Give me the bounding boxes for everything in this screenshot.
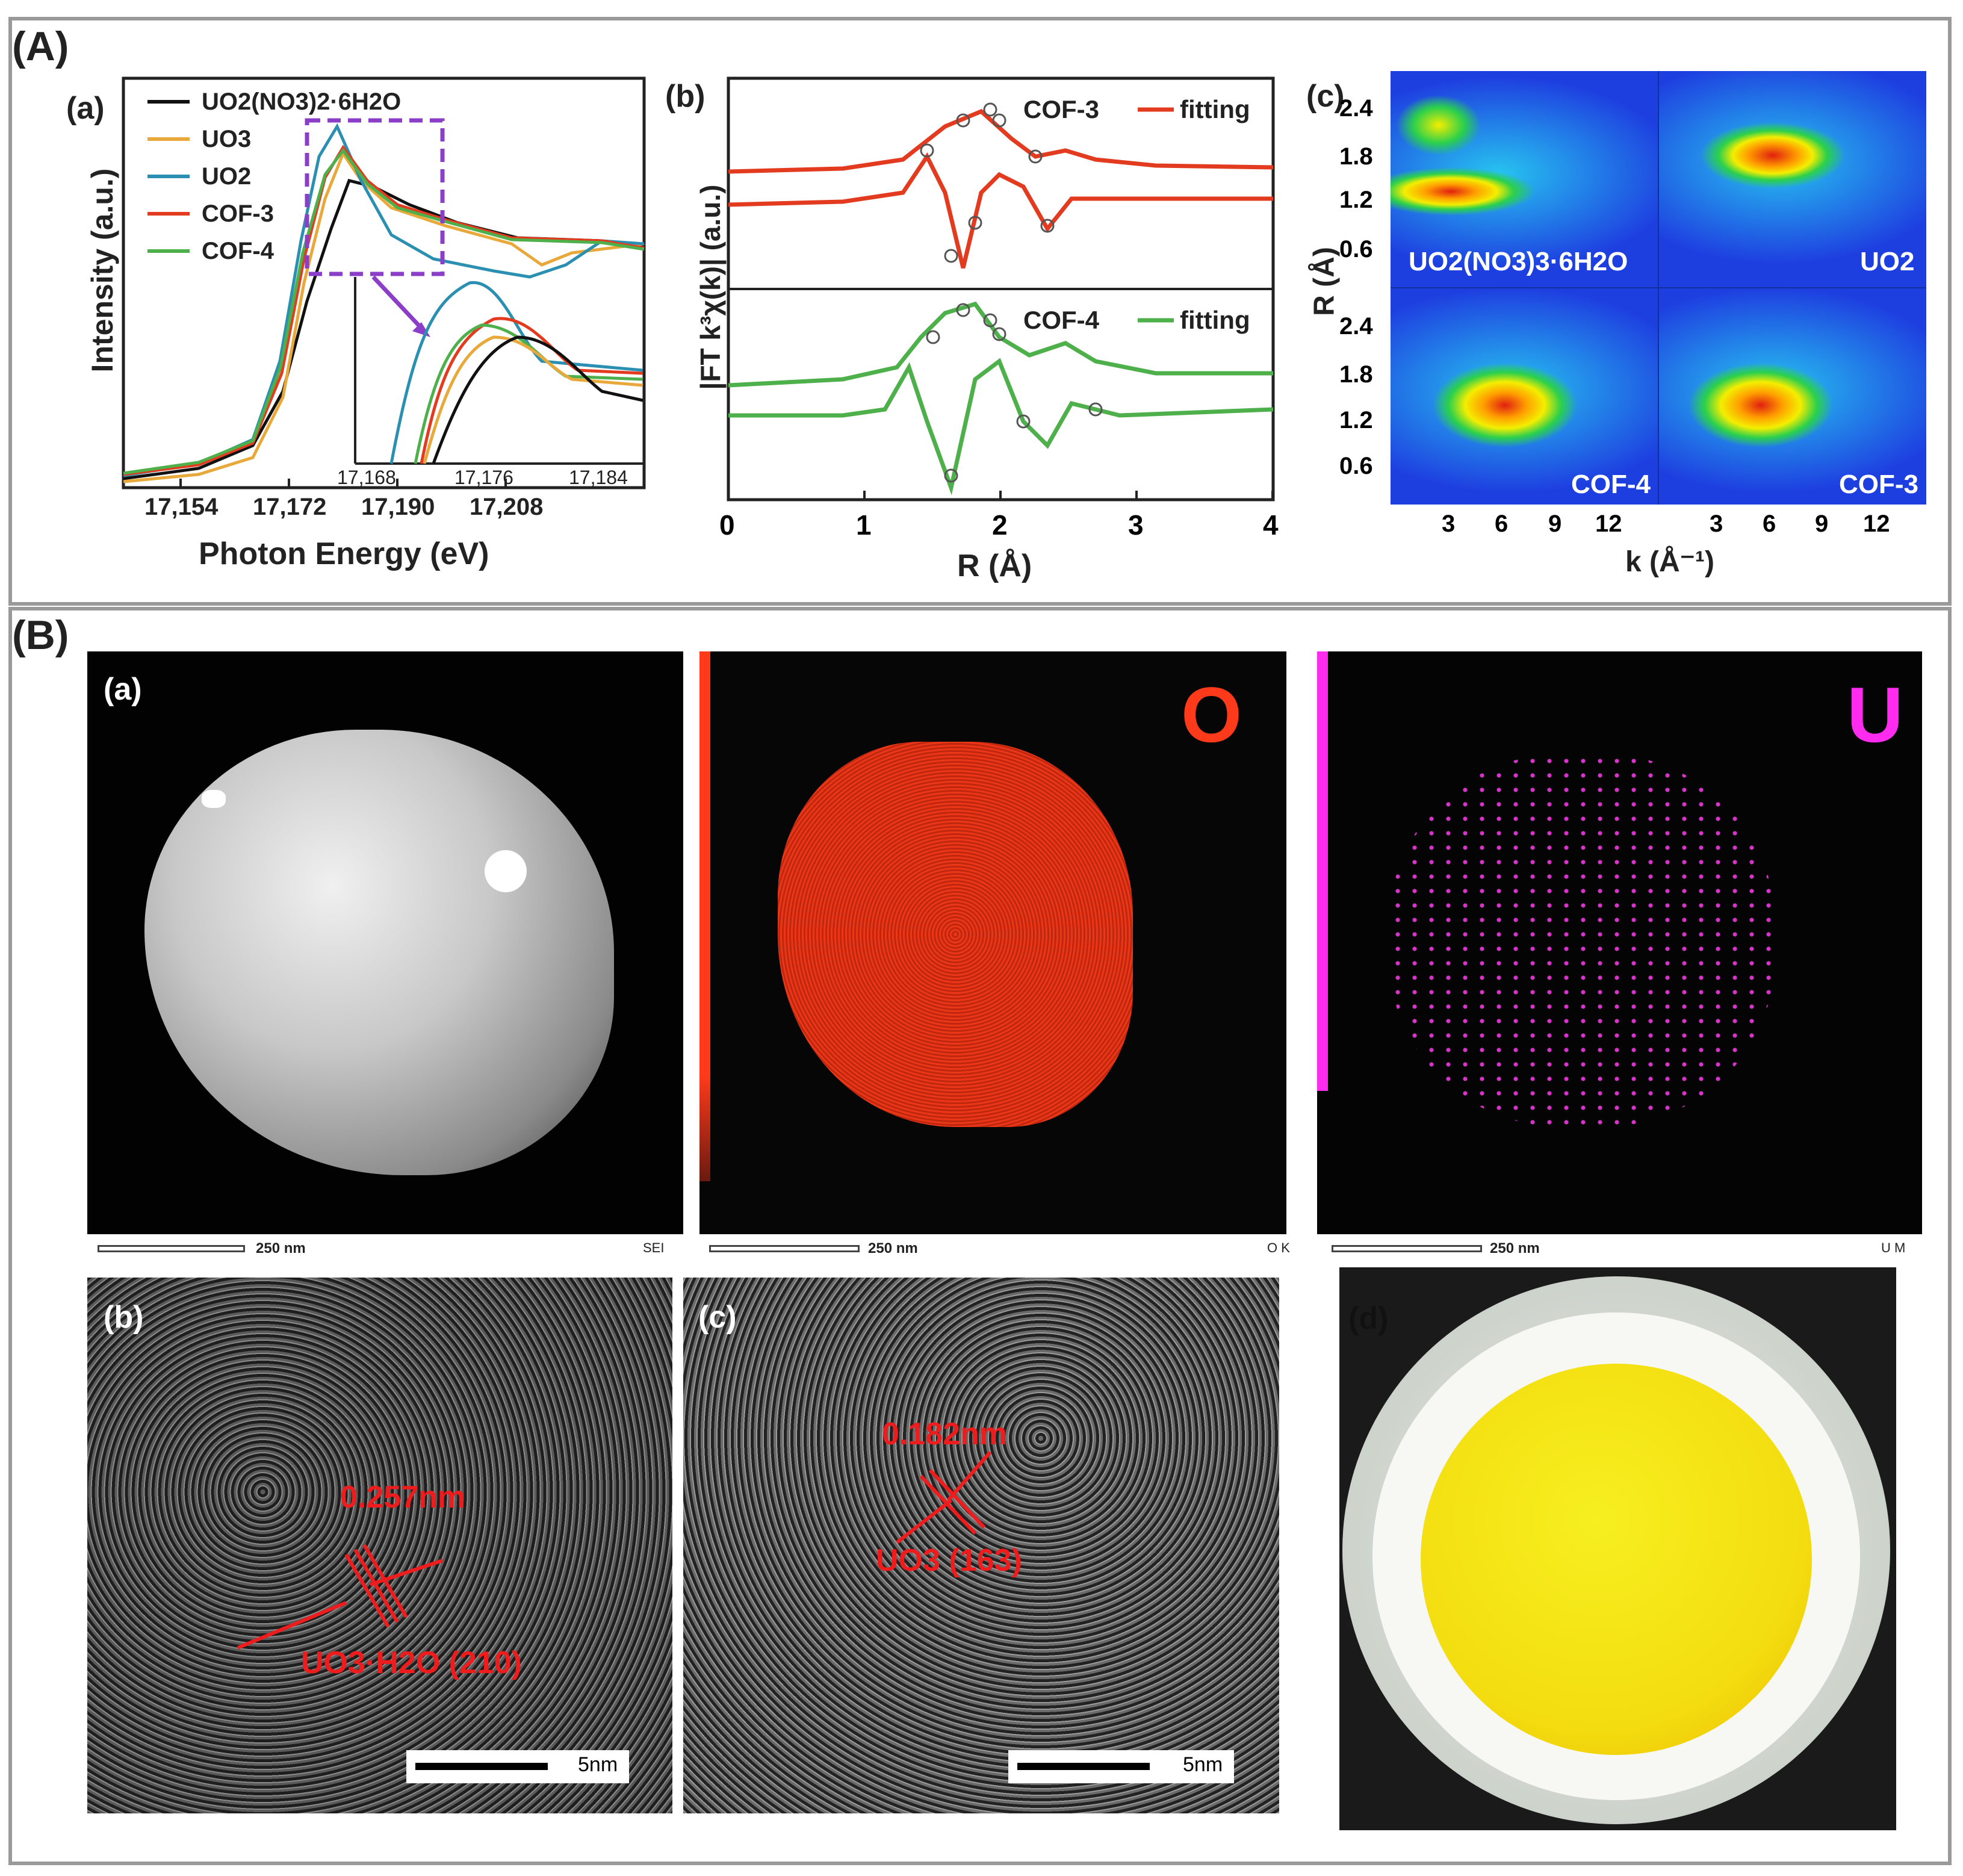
- ft-tick-4: 4: [1263, 509, 1279, 541]
- wt-label-1: UO2(NO3)3·6H2O: [1409, 247, 1628, 276]
- ft-plot: [727, 76, 1275, 502]
- legend-uo2: UO2: [202, 163, 252, 190]
- legend-cof4: COF-4: [202, 237, 274, 264]
- frame-B: [8, 607, 1952, 1865]
- wt-y8: 0.6: [1339, 453, 1373, 479]
- hrtem-b-d: 0.257nm: [340, 1480, 466, 1515]
- wt-cell-3: [1391, 288, 1658, 505]
- wt-y7: 1.2: [1339, 407, 1373, 433]
- wt-cell-2: [1658, 71, 1926, 288]
- xanes-plot: [122, 76, 646, 489]
- wt-xlabel: k (Å⁻¹): [1625, 546, 1714, 578]
- xanes-tick-1: 17,154: [144, 494, 219, 520]
- scale-o: 250 nm: [868, 1240, 918, 1256]
- scale-sem: 250 nm: [256, 1240, 306, 1256]
- hrtem-c-d: 0.182nm: [882, 1417, 1008, 1452]
- xanes-tick-2: 17,172: [253, 494, 327, 520]
- panel-Bc-label: (c): [698, 1300, 737, 1335]
- inset-tick-2: 17,176: [454, 467, 513, 488]
- panel-b-label: (b): [665, 79, 706, 114]
- wt-y2: 1.8: [1339, 143, 1373, 170]
- wt-x3: 9: [1548, 511, 1562, 537]
- panel-a-label: (a): [66, 91, 105, 126]
- scale-u: 250 nm: [1490, 1240, 1540, 1256]
- label-A: (A): [12, 23, 69, 69]
- wt-x5: 3: [1710, 511, 1723, 537]
- wt-label-3: COF-4: [1571, 470, 1651, 499]
- ft-tick-3: 3: [1128, 509, 1144, 541]
- ft-legend-fit3: fitting: [1180, 95, 1250, 123]
- curve-cof3: [123, 144, 645, 476]
- wt-y4: 0.6: [1339, 236, 1373, 262]
- legend-uo2no3: UO2(NO3)2·6H2O: [202, 88, 402, 115]
- roi-box: [305, 118, 445, 276]
- u-map: U: [1317, 651, 1922, 1234]
- curve-cof4: [123, 148, 645, 475]
- ft-tick-1: 1: [856, 509, 872, 541]
- ft-ylabel: |FT k³χ(k)| (a.u.): [695, 184, 726, 390]
- photo-dish: [1339, 1267, 1896, 1830]
- wt-y5: 2.4: [1339, 313, 1373, 340]
- tag-ok: O K: [1267, 1240, 1290, 1255]
- panel-Bd-label: (d): [1348, 1301, 1389, 1336]
- hrtem-b-scale: 5nm: [578, 1753, 618, 1776]
- wt-x4: 12: [1595, 511, 1622, 537]
- wt-grid: UO2(NO3)3·6H2O UO2 COF-4 COF-3: [1391, 71, 1926, 505]
- xanes-inset: [354, 277, 643, 465]
- hrtem-b-plane: UO3·H2O (210): [301, 1645, 522, 1680]
- wt-x2: 6: [1495, 511, 1509, 537]
- curve-uo3: [123, 150, 645, 483]
- wt-cell-1: [1391, 71, 1658, 288]
- wt-label-2: UO2: [1860, 247, 1915, 276]
- ft-xlabel: R (Å): [957, 548, 1032, 583]
- o-element-label: O: [1181, 671, 1242, 759]
- wt-x6: 6: [1763, 511, 1776, 537]
- tag-sei: SEI: [643, 1240, 665, 1255]
- ft-legend-cof3: COF-3: [1023, 95, 1099, 123]
- hrtem-c-plane: UO3 (163): [876, 1543, 1022, 1578]
- xanes-xlabel: Photon Energy (eV): [199, 536, 489, 571]
- ft-tick-2: 2: [992, 509, 1008, 541]
- inset-tick-1: 17,168: [337, 467, 396, 488]
- wt-x8: 12: [1863, 511, 1890, 537]
- xanes-legend: UO2(NO3)2·6H2O UO3 UO2 COF-3 COF-4: [147, 83, 401, 270]
- wt-y6: 1.8: [1339, 361, 1373, 388]
- wt-label-4: COF-3: [1839, 470, 1918, 499]
- xanes-ylabel: Intensity (a.u.): [85, 168, 119, 373]
- o-map: O: [699, 651, 1286, 1234]
- sem-image: [87, 651, 683, 1234]
- ft-tick-0: 0: [719, 509, 735, 541]
- label-B: (B): [12, 612, 69, 658]
- wt-y1: 2.4: [1339, 95, 1373, 122]
- panel-Ba-label: (a): [104, 672, 142, 707]
- wt-x7: 9: [1815, 511, 1829, 537]
- hrtem-c-scale: 5nm: [1183, 1753, 1223, 1776]
- tag-um: U M: [1881, 1240, 1906, 1255]
- xanes-tick-3: 17,190: [361, 494, 435, 520]
- frame-A: [8, 17, 1952, 606]
- ft-legend-fit4: fitting: [1180, 306, 1250, 334]
- inset-tick-3: 17,184: [569, 467, 628, 488]
- panel-c-label: (c): [1306, 79, 1345, 114]
- panel-Bb-label: (b): [104, 1300, 144, 1335]
- xanes-tick-4: 17,208: [470, 494, 544, 520]
- hrtem-c: 0.182nm UO3 (163) 5nm: [683, 1278, 1279, 1813]
- ft-legend-cof4: COF-4: [1023, 306, 1099, 334]
- u-element-label: U: [1847, 671, 1903, 759]
- wt-y3: 1.2: [1339, 187, 1373, 213]
- legend-uo3: UO3: [202, 125, 252, 152]
- legend-cof3: COF-3: [202, 200, 274, 227]
- hrtem-b: 0.257nm UO3·H2O (210) 5nm: [87, 1278, 672, 1813]
- wt-x1: 3: [1442, 511, 1456, 537]
- wt-ylabel: R (Å): [1308, 247, 1341, 316]
- wt-cell-4: [1658, 288, 1926, 505]
